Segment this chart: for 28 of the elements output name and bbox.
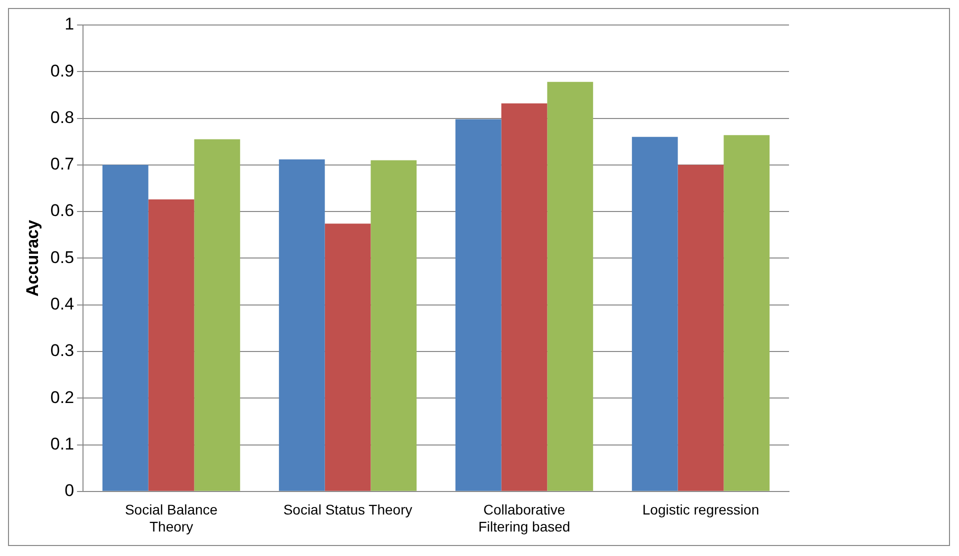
y-axis-title: Accuracy xyxy=(22,219,42,296)
y-tick-label: 0.1 xyxy=(50,434,74,454)
x-tick-label: Collaborative Filtering based xyxy=(478,502,570,534)
bar xyxy=(278,159,325,491)
y-tick-label: 0 xyxy=(64,481,74,500)
bar xyxy=(102,164,148,491)
y-tick-label: 0.5 xyxy=(50,248,74,267)
y-tick-label: 0.4 xyxy=(50,294,74,314)
bar xyxy=(724,135,770,491)
y-tick-label: 0.8 xyxy=(50,108,74,127)
bar xyxy=(632,136,678,491)
y-tick-label: 0.7 xyxy=(50,154,74,174)
bar xyxy=(148,199,194,491)
x-tick-label: Logistic regression xyxy=(642,502,760,518)
bar xyxy=(547,82,594,491)
bar xyxy=(324,224,371,491)
bar xyxy=(678,164,724,491)
x-tick-label: Social Status Theory xyxy=(283,502,412,518)
y-tick-label: 0.9 xyxy=(50,61,74,80)
x-tick-label: Social Balance Theory xyxy=(124,502,218,534)
y-tick-label: 0.2 xyxy=(50,388,74,407)
bar xyxy=(455,119,502,491)
y-tick-label: 0.6 xyxy=(50,201,74,220)
bar xyxy=(194,139,240,491)
y-tick-label: 0.3 xyxy=(50,341,74,360)
bar xyxy=(370,160,417,491)
bar xyxy=(501,103,548,491)
y-tick-label: 1 xyxy=(64,14,74,34)
